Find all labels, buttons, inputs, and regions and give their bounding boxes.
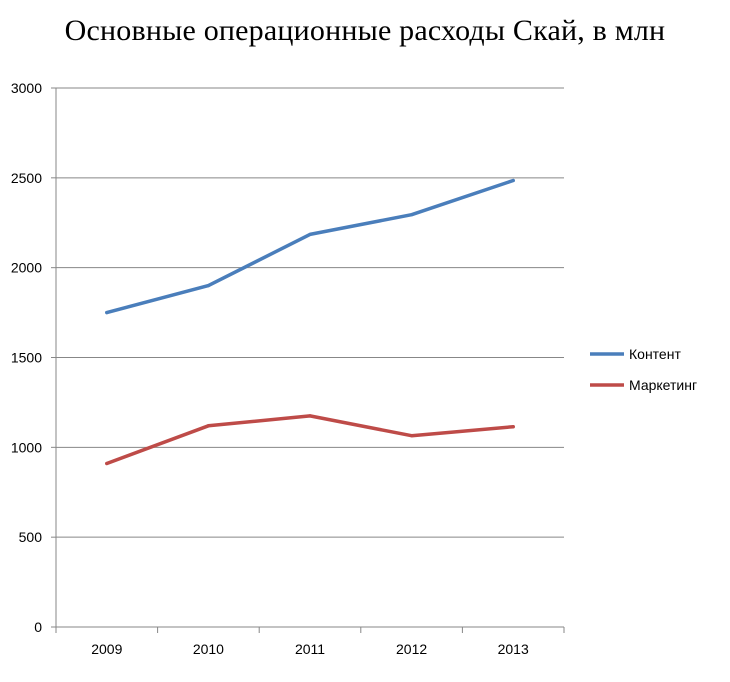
axes	[51, 87, 565, 633]
legend-label: Контент	[629, 346, 681, 362]
data-point	[105, 310, 109, 315]
data-point	[511, 425, 515, 429]
data-point	[206, 424, 210, 428]
legend-label: Маркетинг	[629, 377, 697, 393]
data-point	[308, 414, 312, 418]
data-point	[410, 434, 414, 438]
data-point	[206, 284, 210, 288]
x-tick-label: 2010	[193, 641, 224, 657]
y-tick-label: 2500	[11, 170, 42, 186]
series-lines	[105, 178, 515, 466]
y-tick-labels: 0 500 1000 1500 2000 2500 3000	[11, 80, 42, 635]
y-tick-label: 500	[19, 529, 43, 545]
data-point	[410, 213, 414, 217]
series-line-content	[105, 178, 515, 315]
x-tick-label: 2009	[91, 641, 122, 657]
data-point	[105, 461, 109, 466]
x-tick-label: 2012	[396, 641, 427, 657]
x-tick-labels: 2009 2010 2011 2012 2013	[91, 641, 529, 657]
x-tick-label: 2013	[498, 641, 529, 657]
data-point	[308, 232, 312, 237]
data-point	[511, 178, 515, 183]
x-tick-label: 2011	[295, 641, 325, 657]
chart-title: Основные операционные расходы Скай, в мл…	[64, 14, 666, 47]
y-tick-label: 0	[34, 619, 42, 635]
legend: Контент Маркетинг	[590, 346, 697, 393]
y-tick-label: 1500	[11, 350, 42, 366]
y-tick-label: 1000	[11, 439, 42, 455]
gridlines	[56, 87, 564, 538]
y-tick-label: 2000	[11, 260, 42, 276]
y-tick-label: 3000	[11, 80, 42, 96]
series-line-marketing	[105, 414, 515, 466]
